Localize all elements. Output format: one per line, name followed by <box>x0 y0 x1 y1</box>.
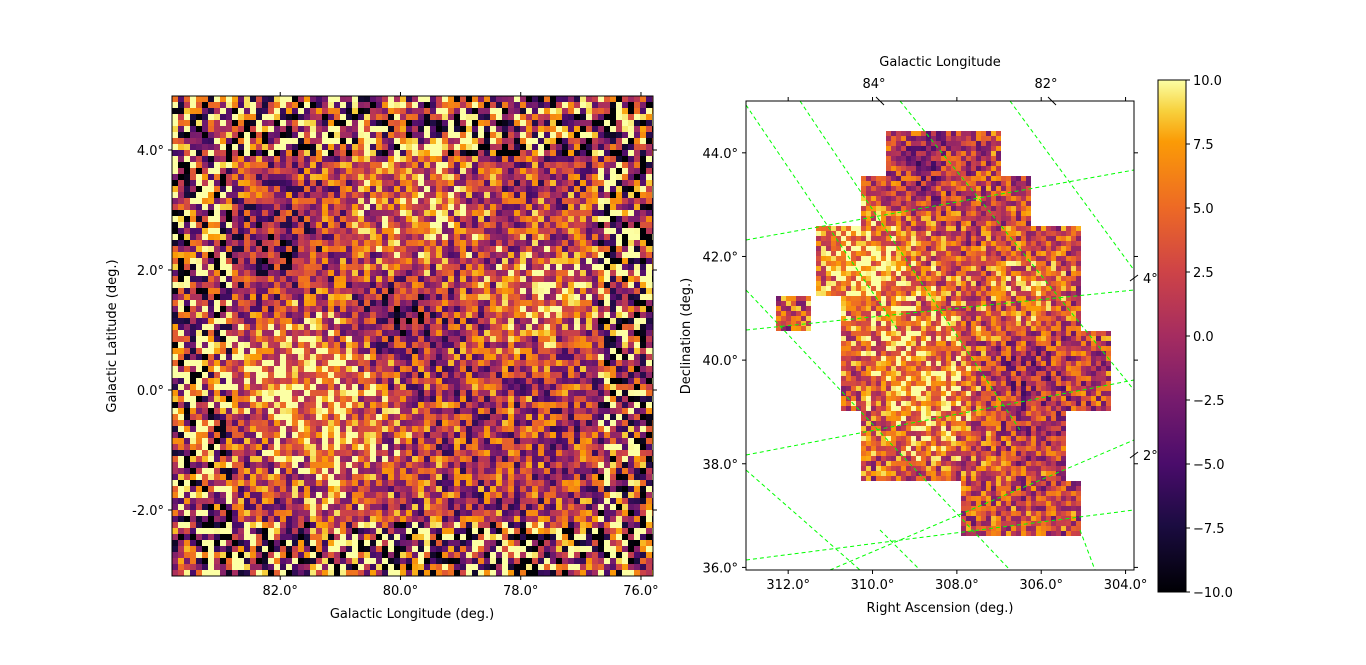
colorbar-tick-label-3: 2.5 <box>1193 266 1214 281</box>
left-axes-frame <box>171 95 654 577</box>
colorbar-tick-label-5: −2.5 <box>1193 394 1225 409</box>
right-y-tick-label-1: 38.0° <box>703 458 738 473</box>
right-side-tick-1 <box>1129 451 1139 459</box>
left-x-tick-label-0: 82.0° <box>262 584 297 599</box>
colorbar-tick-label-8: −10.0 <box>1193 586 1233 601</box>
right-top-tick-label-0: 84° <box>862 77 885 92</box>
right-top-tick-1 <box>1047 96 1057 106</box>
left-ylabel: Galactic Latitude (deg.) <box>105 259 120 412</box>
grid-line <box>799 101 1021 431</box>
colorbar-ticks: 10.0 7.5 5.0 2.5 0.0 −2.5 −5.0 −7.5 −10.0 <box>1186 74 1233 601</box>
left-x-tick-label-1: 80.0° <box>383 584 418 599</box>
right-axes-frame <box>745 100 1135 571</box>
colorbar-gradient <box>1157 79 1187 593</box>
left-x-tick-label-3: 76.0° <box>623 584 658 599</box>
left-y-tick-label-0: 4.0° <box>137 144 164 159</box>
right-top-tick-label-1: 82° <box>1034 77 1057 92</box>
right-y-tick-label-3: 42.0° <box>703 250 738 265</box>
colorbar-tick-label-4: 0.0 <box>1193 330 1214 345</box>
grid-line <box>746 289 1011 570</box>
right-x-tick-label-2: 308.0° <box>935 578 979 593</box>
grid-line <box>746 169 1134 241</box>
grid-line <box>829 439 1134 570</box>
grid-line <box>746 509 1134 561</box>
colorbar-tick-label-0: 10.0 <box>1193 74 1222 89</box>
right-top-tick-0 <box>875 96 885 106</box>
right-x-tick-label-0: 312.0° <box>766 578 810 593</box>
left-x-tick-label-2: 78.0° <box>503 584 538 599</box>
left-ticks: 82.0° 80.0° 78.0° 76.0° 4.0° 2.0° 0.0° -2.0° <box>132 92 659 599</box>
right-side-tick-label-0: 4° <box>1143 272 1158 287</box>
left-heatmap-image <box>172 96 653 576</box>
right-top-xlabel: Galactic Longitude <box>879 55 1000 70</box>
colorbar-tick-label-6: −5.0 <box>1193 458 1225 473</box>
grid-line <box>899 101 1134 391</box>
right-x-tick-label-3: 306.0° <box>1019 578 1063 593</box>
right-y-tick-label-0: 36.0° <box>703 561 738 576</box>
right-x-tick-label-4: 304.0° <box>1104 578 1148 593</box>
right-side-tick-0 <box>1129 274 1139 282</box>
right-ticks: 312.0° 310.0° 308.0° 306.0° 304.0° 36.0° 38.0°… <box>703 77 1158 593</box>
colorbar-tick-label-7: −7.5 <box>1193 522 1225 537</box>
right-x-tick-label-1: 310.0° <box>851 578 895 593</box>
colorbar-tick-label-2: 5.0 <box>1193 202 1214 217</box>
left-panel: 82.0° 80.0° 78.0° 76.0° 4.0° 2.0° 0.0° -2.0° Ga… <box>105 92 659 622</box>
left-y-tick-label-1: 2.0° <box>137 264 164 279</box>
right-galactic-grid <box>746 101 1134 570</box>
grid-line <box>746 379 1134 456</box>
grid-line <box>879 529 921 570</box>
right-y-tick-label-2: 40.0° <box>703 354 738 369</box>
right-panel: 312.0° 310.0° 308.0° 306.0° 304.0° 36.0° 38.0°… <box>679 55 1158 616</box>
grid-line <box>746 104 899 331</box>
right-side-tick-label-1: 2° <box>1143 449 1158 464</box>
colorbar-tick-label-1: 7.5 <box>1193 138 1214 153</box>
right-heatmap-image <box>776 131 1111 536</box>
grid-line <box>746 469 861 570</box>
grid-line <box>1079 529 1096 570</box>
left-y-tick-label-2: 0.0° <box>137 384 164 399</box>
colorbar: 10.0 7.5 5.0 2.5 0.0 −2.5 −5.0 −7.5 −10.0 <box>1157 74 1233 601</box>
left-y-tick-label-3: -2.0° <box>132 504 164 519</box>
left-xlabel: Galactic Longitude (deg.) <box>330 607 494 622</box>
right-ylabel: Declination (deg.) <box>679 278 694 394</box>
grid-line <box>746 289 1134 331</box>
right-xlabel: Right Ascension (deg.) <box>867 601 1014 616</box>
right-y-tick-label-4: 44.0° <box>703 147 738 162</box>
